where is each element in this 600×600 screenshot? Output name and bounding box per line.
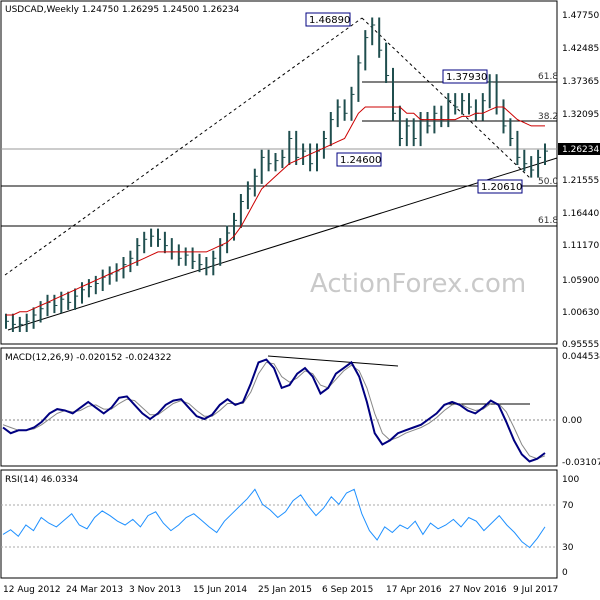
fib-label-3: 50.0 bbox=[538, 177, 558, 187]
dashed-trend-down bbox=[361, 17, 531, 179]
x-tick-5: 6 Sep 2015 bbox=[322, 585, 373, 595]
macd-divergence-line-1 bbox=[267, 355, 399, 367]
x-tick-8: 9 Jul 2017 bbox=[513, 585, 558, 595]
macd-header: MACD(12,26,9) -0.020152 -0.024322 bbox=[5, 353, 171, 363]
current-price-badge bbox=[558, 143, 600, 155]
price-tick-6: 1.16440 bbox=[562, 209, 599, 219]
fib-label-4: 61.8 bbox=[538, 216, 558, 226]
rsi-tick-0: 100 bbox=[562, 475, 579, 485]
fib-label-2: 38.2 bbox=[538, 112, 558, 122]
price-bars bbox=[5, 17, 548, 332]
price-tick-2: 1.37365 bbox=[562, 77, 599, 87]
label-box-low2 bbox=[477, 179, 523, 194]
label-high: 1.46890 bbox=[309, 15, 350, 26]
price-tick-5: 1.21555 bbox=[562, 176, 599, 186]
label-low1: 1.24600 bbox=[340, 155, 381, 166]
label-low2: 1.20610 bbox=[481, 182, 522, 193]
x-axis: 12 Aug 2012 24 Mar 2013 3 Nov 2013 15 Ju… bbox=[3, 585, 558, 595]
dashed-trend-up bbox=[4, 17, 363, 276]
label-mid: 1.37930 bbox=[446, 72, 487, 83]
fib-label-1: 61.8 bbox=[538, 72, 558, 82]
rsi-tick-2: 30 bbox=[562, 543, 574, 553]
sma-line bbox=[6, 106, 545, 316]
long-trendline bbox=[7, 157, 558, 331]
rsi-tick-3: 0 bbox=[562, 568, 568, 578]
x-tick-3: 15 Jun 2014 bbox=[193, 585, 247, 595]
macd-panel bbox=[0, 347, 558, 467]
price-header: USDCAD,Weekly 1.24750 1.26295 1.24500 1.… bbox=[5, 5, 240, 15]
rsi-tick-1: 70 bbox=[562, 501, 574, 511]
macd-tick-2: -0.031072 bbox=[562, 458, 600, 468]
rsi-header: RSI(14) 46.0334 bbox=[5, 475, 78, 485]
price-tick-9: 1.00630 bbox=[562, 308, 599, 318]
x-tick-4: 25 Jan 2015 bbox=[258, 585, 312, 595]
rsi-panel bbox=[0, 469, 558, 579]
price-tick-10: 0.95555 bbox=[562, 340, 599, 350]
x-tick-1: 24 Mar 2013 bbox=[66, 585, 123, 595]
price-tick-7: 1.11170 bbox=[562, 241, 599, 251]
price-tick-3: 1.32095 bbox=[562, 110, 599, 120]
price-y-axis: 1.47750 1.42485 1.37365 1.32095 1.21555 … bbox=[558, 11, 600, 350]
label-box-high bbox=[305, 12, 351, 27]
x-tick-6: 17 Apr 2016 bbox=[386, 585, 442, 595]
label-box-low1 bbox=[336, 152, 382, 167]
x-tick-0: 12 Aug 2012 bbox=[3, 585, 61, 595]
watermark: ActionForex.com bbox=[310, 269, 526, 299]
price-tick-0: 1.47750 bbox=[562, 11, 599, 21]
x-tick-2: 3 Nov 2013 bbox=[129, 585, 181, 595]
macd-tick-1: 0.00 bbox=[562, 416, 582, 426]
price-tick-8: 1.05900 bbox=[562, 276, 599, 286]
macd-line bbox=[2, 358, 546, 463]
rsi-line bbox=[2, 488, 546, 549]
current-price-value: 1.26234 bbox=[562, 145, 599, 155]
macd-tick-0: 0.044534 bbox=[562, 352, 600, 362]
x-tick-7: 27 Nov 2016 bbox=[449, 585, 507, 595]
label-box-mid bbox=[442, 69, 488, 84]
price-tick-1: 1.42485 bbox=[562, 44, 599, 54]
